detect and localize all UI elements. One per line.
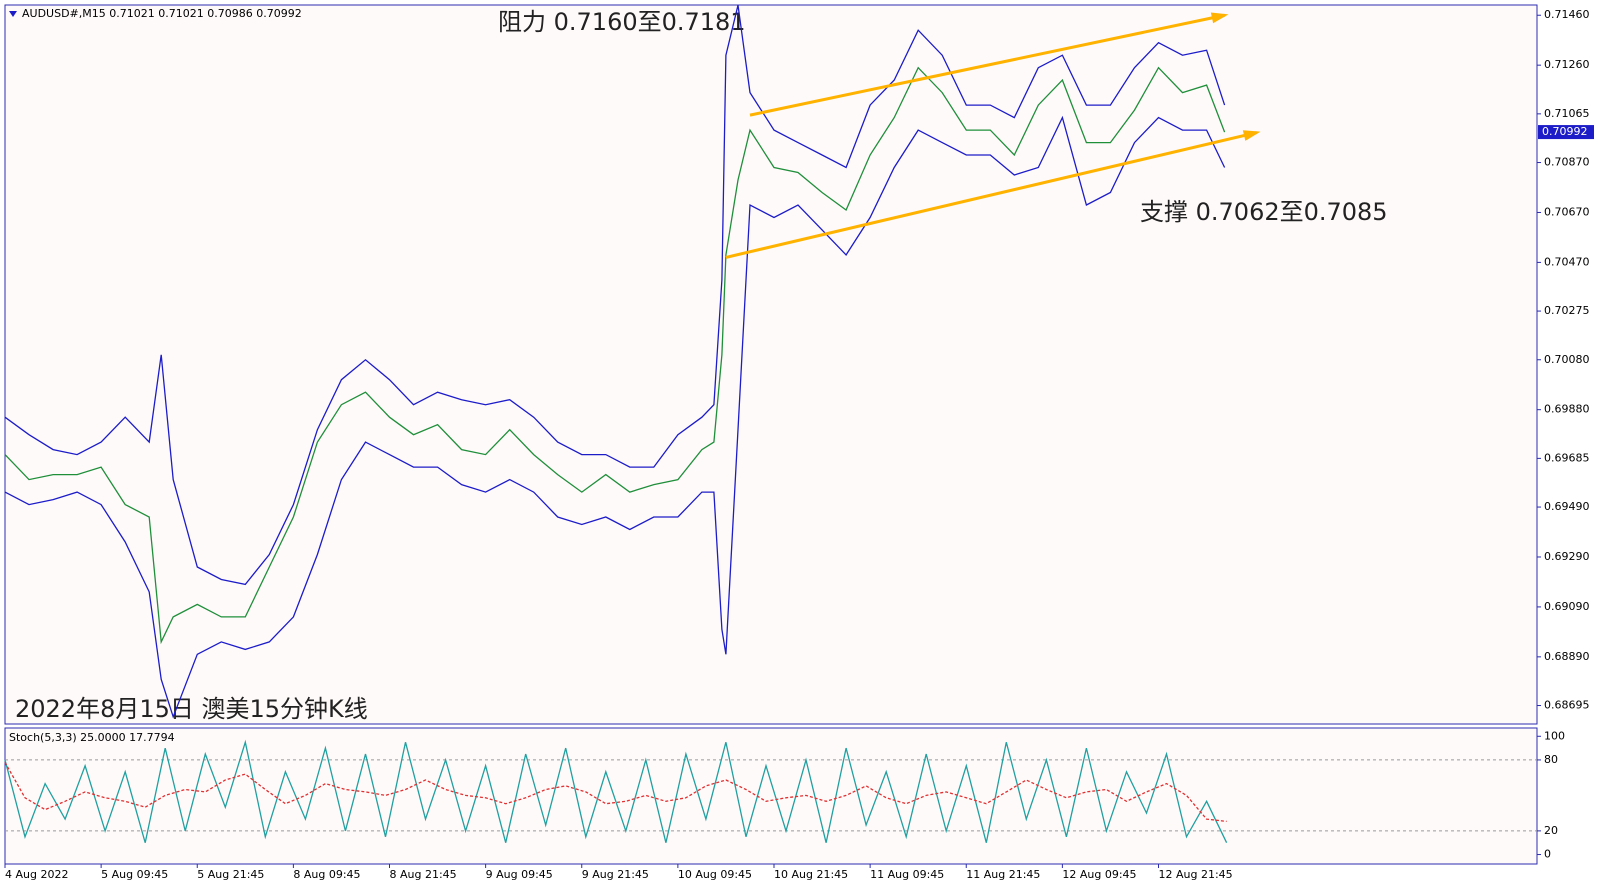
x-tick-label: 11 Aug 09:45 xyxy=(870,868,944,881)
x-tick-label: 12 Aug 09:45 xyxy=(1062,868,1136,881)
y-tick-label: 0.69090 xyxy=(1544,600,1590,613)
x-tick-label: 9 Aug 09:45 xyxy=(486,868,553,881)
y-tick-label: 0.71460 xyxy=(1544,8,1590,21)
series-line xyxy=(4,115,1226,719)
y-tick-label: 0.69290 xyxy=(1544,550,1590,563)
x-tick-label: 12 Aug 21:45 xyxy=(1159,868,1233,881)
stoch-panel xyxy=(4,727,1538,865)
series-line xyxy=(4,739,1228,843)
arrow-head xyxy=(1210,12,1229,24)
y-tick-label: 0.70670 xyxy=(1544,205,1590,218)
trendline xyxy=(725,131,1257,259)
y-tick-label: 0.71260 xyxy=(1544,58,1590,71)
x-tick-label: 5 Aug 09:45 xyxy=(101,868,168,881)
y-tick-label: 0.68695 xyxy=(1544,699,1590,712)
y-tick-label: 0.69880 xyxy=(1544,403,1590,416)
stoch-title: Stoch(5,3,3) 25.0000 17.7794 xyxy=(9,731,175,744)
y-tick-label: 0.70870 xyxy=(1544,156,1590,169)
y-tick-label: 0.70470 xyxy=(1544,255,1590,268)
x-tick-label: 10 Aug 21:45 xyxy=(774,868,848,881)
x-tick-label: 4 Aug 2022 xyxy=(5,868,68,881)
x-tick-label: 5 Aug 21:45 xyxy=(197,868,264,881)
y-tick-label: 0.71065 xyxy=(1544,107,1590,120)
trendline xyxy=(749,13,1225,117)
y-tick-label: 100 xyxy=(1544,729,1565,742)
arrow-head xyxy=(1242,130,1261,141)
price-panel xyxy=(4,4,1538,725)
x-tick-label: 10 Aug 09:45 xyxy=(678,868,752,881)
x-tick-label: 8 Aug 21:45 xyxy=(390,868,457,881)
price-label: 0.70992 xyxy=(1542,125,1588,138)
annotation: 支撑 0.7062至0.7085 xyxy=(1140,198,1388,226)
series-line xyxy=(4,761,1227,823)
y-tick-label: 0 xyxy=(1544,848,1551,861)
x-tick-label: 9 Aug 21:45 xyxy=(582,868,649,881)
y-tick-label: 0.68890 xyxy=(1544,650,1590,663)
x-tick-label: 11 Aug 21:45 xyxy=(966,868,1040,881)
y-tick-label: 0.70080 xyxy=(1544,353,1590,366)
menu-marker xyxy=(9,11,17,17)
annotation: 阻力 0.7160至0.7181 xyxy=(498,8,746,36)
series-line xyxy=(4,66,1226,645)
y-tick-label: 0.69685 xyxy=(1544,451,1590,464)
annotation: 2022年8月15日 澳美15分钟K线 xyxy=(15,695,368,723)
y-tick-label: 80 xyxy=(1544,753,1558,766)
y-tick-label: 20 xyxy=(1544,824,1558,837)
y-tick-label: 0.69490 xyxy=(1544,500,1590,513)
price-box xyxy=(1538,125,1594,140)
series-line xyxy=(4,5,1226,586)
x-tick-label: 8 Aug 09:45 xyxy=(293,868,360,881)
y-tick-label: 0.70275 xyxy=(1544,304,1590,317)
chart-header: AUDUSD#,M15 0.71021 0.71021 0.70986 0.70… xyxy=(22,7,302,20)
